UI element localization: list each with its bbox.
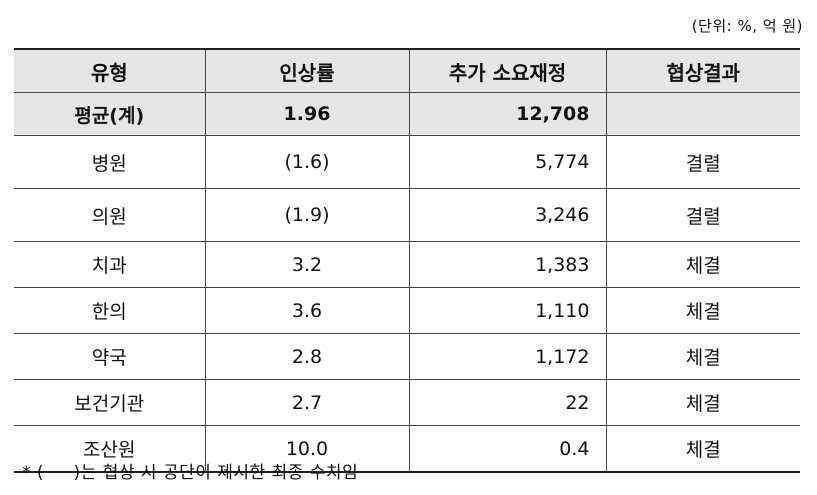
type-cell: 보건기관: [14, 379, 205, 426]
budget-cell: 5,774: [408, 135, 606, 189]
budget-cell: 22: [408, 379, 606, 426]
table-row: 보건기관 2.7 22 체결: [14, 379, 800, 426]
result-cell: 체결: [605, 287, 800, 334]
rate-cell: 3.2: [204, 241, 409, 288]
table-row: 약국 2.8 1,172 체결: [14, 333, 800, 380]
result-cell: 체결: [605, 333, 800, 380]
table-row: 조산원 10.0 0.4 체결: [14, 425, 800, 473]
result-cell: 결렬: [605, 188, 800, 242]
header-rate: 인상률: [204, 49, 409, 93]
table-row: 의원 (1.9) 3,246 결렬: [14, 188, 800, 242]
result-cell: 체결: [605, 425, 800, 473]
rate-cell: (1.6): [204, 135, 409, 189]
rate-cell: 2.8: [204, 333, 409, 380]
budget-cell: 1,383: [408, 241, 606, 288]
table-row: 치과 3.2 1,383 체결: [14, 241, 800, 288]
budget-cell: 1,110: [408, 287, 606, 334]
average-row: 평균(계) 1.96 12,708: [14, 92, 800, 136]
header-row: 유형 인상률 추가 소요재정 협상결과: [14, 49, 800, 93]
budget-cell: 1,172: [408, 333, 606, 380]
footnote: * ( )는 협상 시 공단이 제시한 최종 수치임: [22, 463, 359, 483]
table-row: 한의 3.6 1,110 체결: [14, 287, 800, 334]
type-cell: 병원: [14, 135, 205, 189]
average-budget: 12,708: [408, 92, 606, 136]
type-cell: 한의: [14, 287, 205, 334]
result-cell: 체결: [605, 241, 800, 288]
header-result: 협상결과: [605, 49, 800, 93]
result-cell: 체결: [605, 379, 800, 426]
unit-note: (단위: %, 억 원): [691, 17, 803, 35]
budget-cell: 3,246: [408, 188, 606, 242]
rate-cell: 3.6: [204, 287, 409, 334]
rate-cell: 10.0: [204, 425, 409, 473]
negotiation-table: 유형 인상률 추가 소요재정 협상결과 평균(계) 1.96 12,708 병원…: [14, 48, 800, 473]
header-budget: 추가 소요재정: [408, 49, 606, 93]
budget-cell: 0.4: [408, 425, 606, 473]
header-type: 유형: [14, 49, 205, 93]
table-row: 병원 (1.6) 5,774 결렬: [14, 135, 800, 189]
type-cell: 약국: [14, 333, 205, 380]
average-result: [605, 92, 800, 136]
type-cell: 조산원: [14, 425, 205, 473]
result-cell: 결렬: [605, 135, 800, 189]
average-type: 평균(계): [14, 92, 205, 136]
average-rate: 1.96: [204, 92, 409, 136]
rate-cell: (1.9): [204, 188, 409, 242]
type-cell: 의원: [14, 188, 205, 242]
type-cell: 치과: [14, 241, 205, 288]
rate-cell: 2.7: [204, 379, 409, 426]
